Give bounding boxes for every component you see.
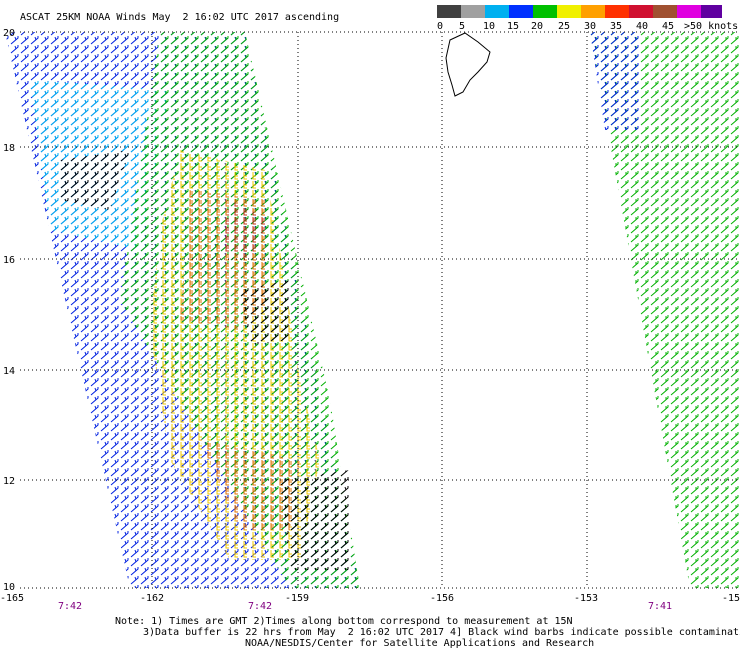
scale-label: 45 [662, 21, 674, 32]
title: ASCAT 25KM NOAA Winds May 2 16:02 UTC 20… [20, 12, 339, 23]
lat-label: 20 [3, 28, 15, 39]
color-scale: 0 5 10 15 20 25 30 35 40 45 >50 knots [437, 5, 738, 32]
scale-label: 20 [531, 21, 543, 32]
scale-label: 5 [459, 21, 465, 32]
scale-label: 40 [636, 21, 648, 32]
lat-label: 12 [3, 476, 15, 487]
lat-labels: 20 18 16 14 12 10 [3, 28, 15, 593]
pass-time: 7:41 [648, 601, 672, 612]
lat-label: 16 [3, 255, 15, 266]
lon-label: -15 [722, 593, 740, 604]
note-line: NOAA/NESDIS/Center for Satellite Applica… [245, 638, 594, 649]
island-outline [445, 32, 491, 97]
scale-label: 30 [584, 21, 596, 32]
lat-label: 14 [3, 366, 15, 377]
grid [20, 31, 740, 589]
scale-label: 10 [483, 21, 495, 32]
lon-label: -162 [140, 593, 164, 604]
lon-labels: -165 -162 -159 -156 -153 -15 [0, 593, 740, 604]
scale-label: 35 [610, 21, 622, 32]
scale-label: 0 [437, 21, 443, 32]
lon-label: -165 [0, 593, 24, 604]
note-line: 3)Data buffer is 22 hrs from May 2 16:02… [143, 627, 740, 638]
lon-label: -153 [574, 593, 598, 604]
lat-label: 10 [3, 582, 15, 593]
scale-label: 25 [558, 21, 570, 32]
note-line: Note: 1) Times are GMT 2)Times along bot… [115, 616, 573, 627]
wind-swaths [5, 32, 740, 588]
lat-label: 18 [3, 143, 15, 154]
pass-time: 7:42 [58, 601, 82, 612]
pass-time: 7:42 [248, 601, 272, 612]
lon-label: -156 [430, 593, 454, 604]
scale-label: >50 knots [684, 21, 738, 32]
lon-label: -159 [285, 593, 309, 604]
scale-label: 15 [507, 21, 519, 32]
